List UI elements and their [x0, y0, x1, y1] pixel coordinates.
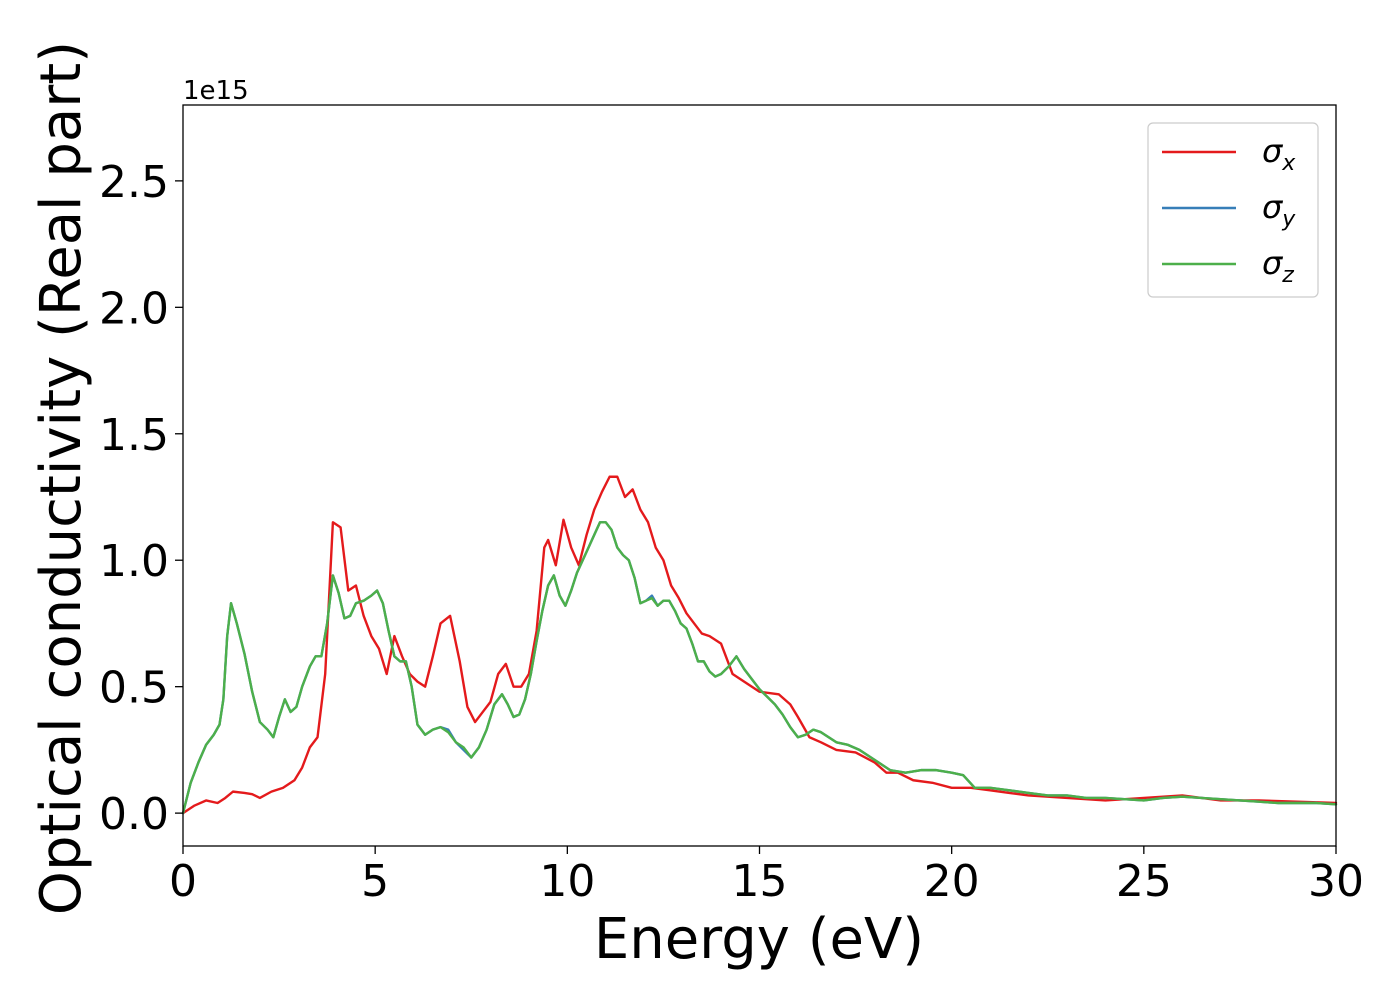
- x-tick-label: 20: [924, 856, 980, 907]
- y-tick-label: 0.5: [99, 663, 169, 714]
- y-tick-label: 2.0: [99, 283, 169, 334]
- y-offset-label: 1e15: [183, 76, 249, 106]
- legend-symbol: σ: [1262, 188, 1284, 226]
- x-tick-label: 15: [732, 856, 788, 907]
- x-tick-label: 0: [169, 856, 197, 907]
- series-line-z: [181, 521, 1338, 815]
- x-tick-label: 30: [1308, 856, 1364, 907]
- plot-area: [183, 105, 1336, 846]
- x-tick-label: 25: [1116, 856, 1172, 907]
- legend-subscript: z: [1281, 263, 1294, 288]
- y-tick-label: 0.0: [99, 789, 169, 840]
- legend-symbol: σ: [1262, 132, 1284, 170]
- x-axis-label: Energy (eV): [594, 907, 924, 972]
- y-tick-label: 1.5: [99, 410, 169, 461]
- series-layer: [181, 475, 1338, 815]
- legend-box: [1147, 122, 1319, 298]
- legend-label-y: σy: [1262, 188, 1296, 232]
- legend-subscript: x: [1281, 151, 1296, 176]
- legend-symbol: σ: [1262, 244, 1284, 282]
- x-tick-label: 10: [539, 856, 595, 907]
- x-axis: 0 5 10 15 20 25 30: [169, 846, 1364, 907]
- legend-label-z: σz: [1262, 244, 1294, 288]
- legend-subscript: y: [1281, 207, 1296, 232]
- y-axis-label: Optical conductivity (Real part): [29, 41, 94, 915]
- x-tick-label: 5: [361, 856, 389, 907]
- y-axis: 0.0 0.5 1.0 1.5 2.0 2.5: [99, 157, 183, 840]
- y-tick-label: 2.5: [99, 157, 169, 208]
- y-tick-label: 1.0: [99, 536, 169, 587]
- series-line-x: [181, 475, 1338, 815]
- legend-label-x: σx: [1262, 132, 1296, 176]
